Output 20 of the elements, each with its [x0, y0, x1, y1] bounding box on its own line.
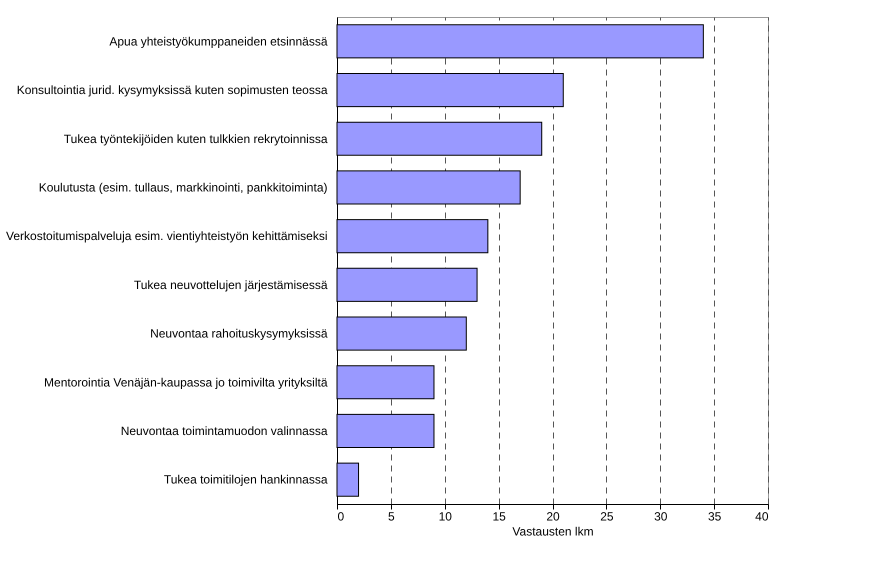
y-tick-label: Neuvontaa rahoituskysymyksissä	[150, 326, 328, 341]
x-tick-label: 40	[755, 510, 769, 524]
y-tick-label: Verkostoitumispalveluja esim. vientiyhteistyön kehittämiseksi	[6, 229, 328, 244]
y-tick-label: Konsultointia jurid. kysymyksissä kuten sopimusten teossa	[16, 83, 328, 98]
y-tick-label: Tukea toimitilojen hankinnassa	[164, 472, 328, 487]
x-tick-label: 35	[708, 510, 722, 524]
y-tick-label: Neuvontaa toimintamuodon valinnassa	[120, 424, 328, 438]
y-tick-label: Apua yhteistyökumppaneiden etsinnässä	[109, 34, 328, 48]
x-tick-label: 10	[438, 510, 452, 524]
y-tick-label: Tukea työntekijöiden kuten tulkkien rekrytoinnissa	[64, 132, 328, 146]
y-tick-label: Koulutusta (esim. tullaus, markkinointi, pankkitoiminta)	[38, 180, 328, 194]
x-axis-title: Vastausten lkm	[512, 524, 594, 538]
x-tick-label: 30	[654, 510, 668, 524]
x-tick-label: 15	[492, 510, 506, 524]
x-tick-label: 20	[546, 510, 560, 524]
x-tick-label: 0	[338, 510, 344, 524]
x-tick-label: 25	[600, 510, 614, 524]
x-tick-label: 5	[388, 510, 396, 524]
y-tick-label: Mentorointia Venäjän-kaupassa jo toimivilta yrityksiltä	[44, 375, 328, 390]
y-tick-label: Tukea neuvottelujen järjestämisessä	[134, 278, 328, 292]
